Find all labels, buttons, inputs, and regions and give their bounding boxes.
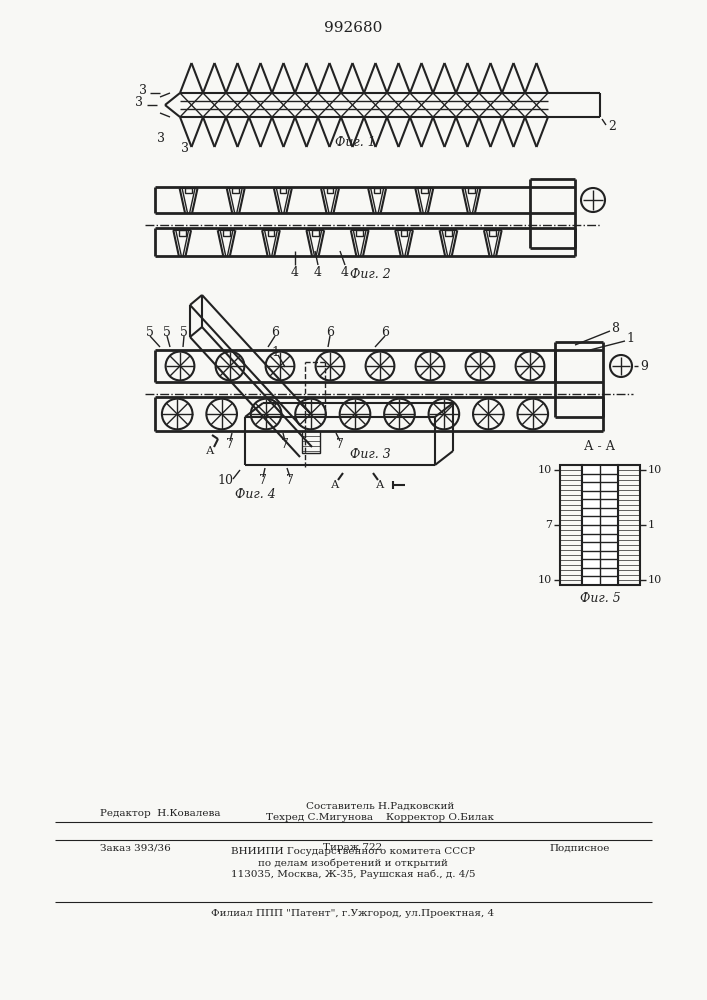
Text: Фиг. 4: Фиг. 4 <box>235 488 275 502</box>
Text: 7: 7 <box>281 438 289 452</box>
Text: Составитель Н.Радковский: Составитель Н.Радковский <box>306 802 454 810</box>
Text: Техред С.Мигунова    Корректор О.Билак: Техред С.Мигунова Корректор О.Билак <box>266 812 494 822</box>
Text: 5: 5 <box>180 326 188 338</box>
Text: Подписное: Подписное <box>550 844 610 852</box>
Text: Фиг. 3: Фиг. 3 <box>350 448 390 462</box>
Text: Заказ 393/36: Заказ 393/36 <box>100 844 171 852</box>
Text: 6: 6 <box>271 326 279 338</box>
Text: 2: 2 <box>608 120 616 133</box>
Bar <box>279 188 286 193</box>
Text: 5: 5 <box>163 326 171 338</box>
Text: 10: 10 <box>648 465 662 475</box>
Bar <box>445 230 452 236</box>
Bar <box>618 465 640 585</box>
Bar <box>582 465 618 585</box>
Bar <box>489 230 496 236</box>
Text: 5: 5 <box>146 326 154 338</box>
Text: 113035, Москва, Ж-35, Раушская наб., д. 4/5: 113035, Москва, Ж-35, Раушская наб., д. … <box>230 869 475 879</box>
Bar <box>374 188 380 193</box>
Bar <box>223 230 230 236</box>
Text: А: А <box>206 446 214 456</box>
Text: 4: 4 <box>291 265 299 278</box>
Text: 3: 3 <box>157 132 165 145</box>
Text: 8: 8 <box>611 322 619 334</box>
Text: 9: 9 <box>640 360 648 372</box>
Text: Тираж 722: Тираж 722 <box>323 844 382 852</box>
Text: Фиг. 1: Фиг. 1 <box>334 135 375 148</box>
Text: ВНИИПИ Государственного комитета СССР: ВНИИПИ Государственного комитета СССР <box>231 848 475 856</box>
Text: Филиал ППП "Патент", г.Ужгород, ул.Проектная, 4: Филиал ППП "Патент", г.Ужгород, ул.Проек… <box>211 910 495 918</box>
Text: 7: 7 <box>226 438 234 452</box>
Bar <box>155 350 555 382</box>
Text: 1: 1 <box>648 520 655 530</box>
Text: Редактор  Н.Ковалева: Редактор Н.Ковалева <box>100 808 221 818</box>
Text: 3: 3 <box>139 85 147 98</box>
Bar <box>468 188 474 193</box>
Bar <box>268 230 274 236</box>
Text: 4: 4 <box>314 265 322 278</box>
Text: А: А <box>331 480 339 490</box>
Text: 10: 10 <box>217 475 233 488</box>
Text: 6: 6 <box>326 326 334 338</box>
Bar <box>185 188 192 193</box>
Text: 7: 7 <box>545 520 552 530</box>
Bar <box>327 188 333 193</box>
Bar <box>302 431 320 453</box>
Text: 7: 7 <box>336 438 344 452</box>
Text: 10: 10 <box>538 465 552 475</box>
Text: 7: 7 <box>259 475 267 488</box>
Text: по делам изобретений и открытий: по делам изобретений и открытий <box>258 858 448 868</box>
Text: 6: 6 <box>381 326 389 338</box>
Bar <box>179 230 185 236</box>
Bar <box>233 188 239 193</box>
Bar <box>401 230 407 236</box>
Text: Фиг. 5: Фиг. 5 <box>580 592 620 605</box>
Text: 3: 3 <box>135 96 143 108</box>
Text: 1: 1 <box>626 332 634 344</box>
Bar <box>560 465 582 585</box>
Text: 7: 7 <box>286 475 294 488</box>
Text: 992680: 992680 <box>324 21 382 35</box>
Text: Фиг. 2: Фиг. 2 <box>350 268 390 282</box>
Bar <box>356 230 363 236</box>
Text: А - А: А - А <box>585 440 616 454</box>
Text: 1: 1 <box>271 346 279 359</box>
Text: 10: 10 <box>648 575 662 585</box>
Text: 4: 4 <box>341 265 349 278</box>
Text: А: А <box>376 480 384 490</box>
Bar <box>421 188 428 193</box>
Bar <box>312 230 319 236</box>
Text: 3: 3 <box>181 142 189 155</box>
Text: 10: 10 <box>538 575 552 585</box>
